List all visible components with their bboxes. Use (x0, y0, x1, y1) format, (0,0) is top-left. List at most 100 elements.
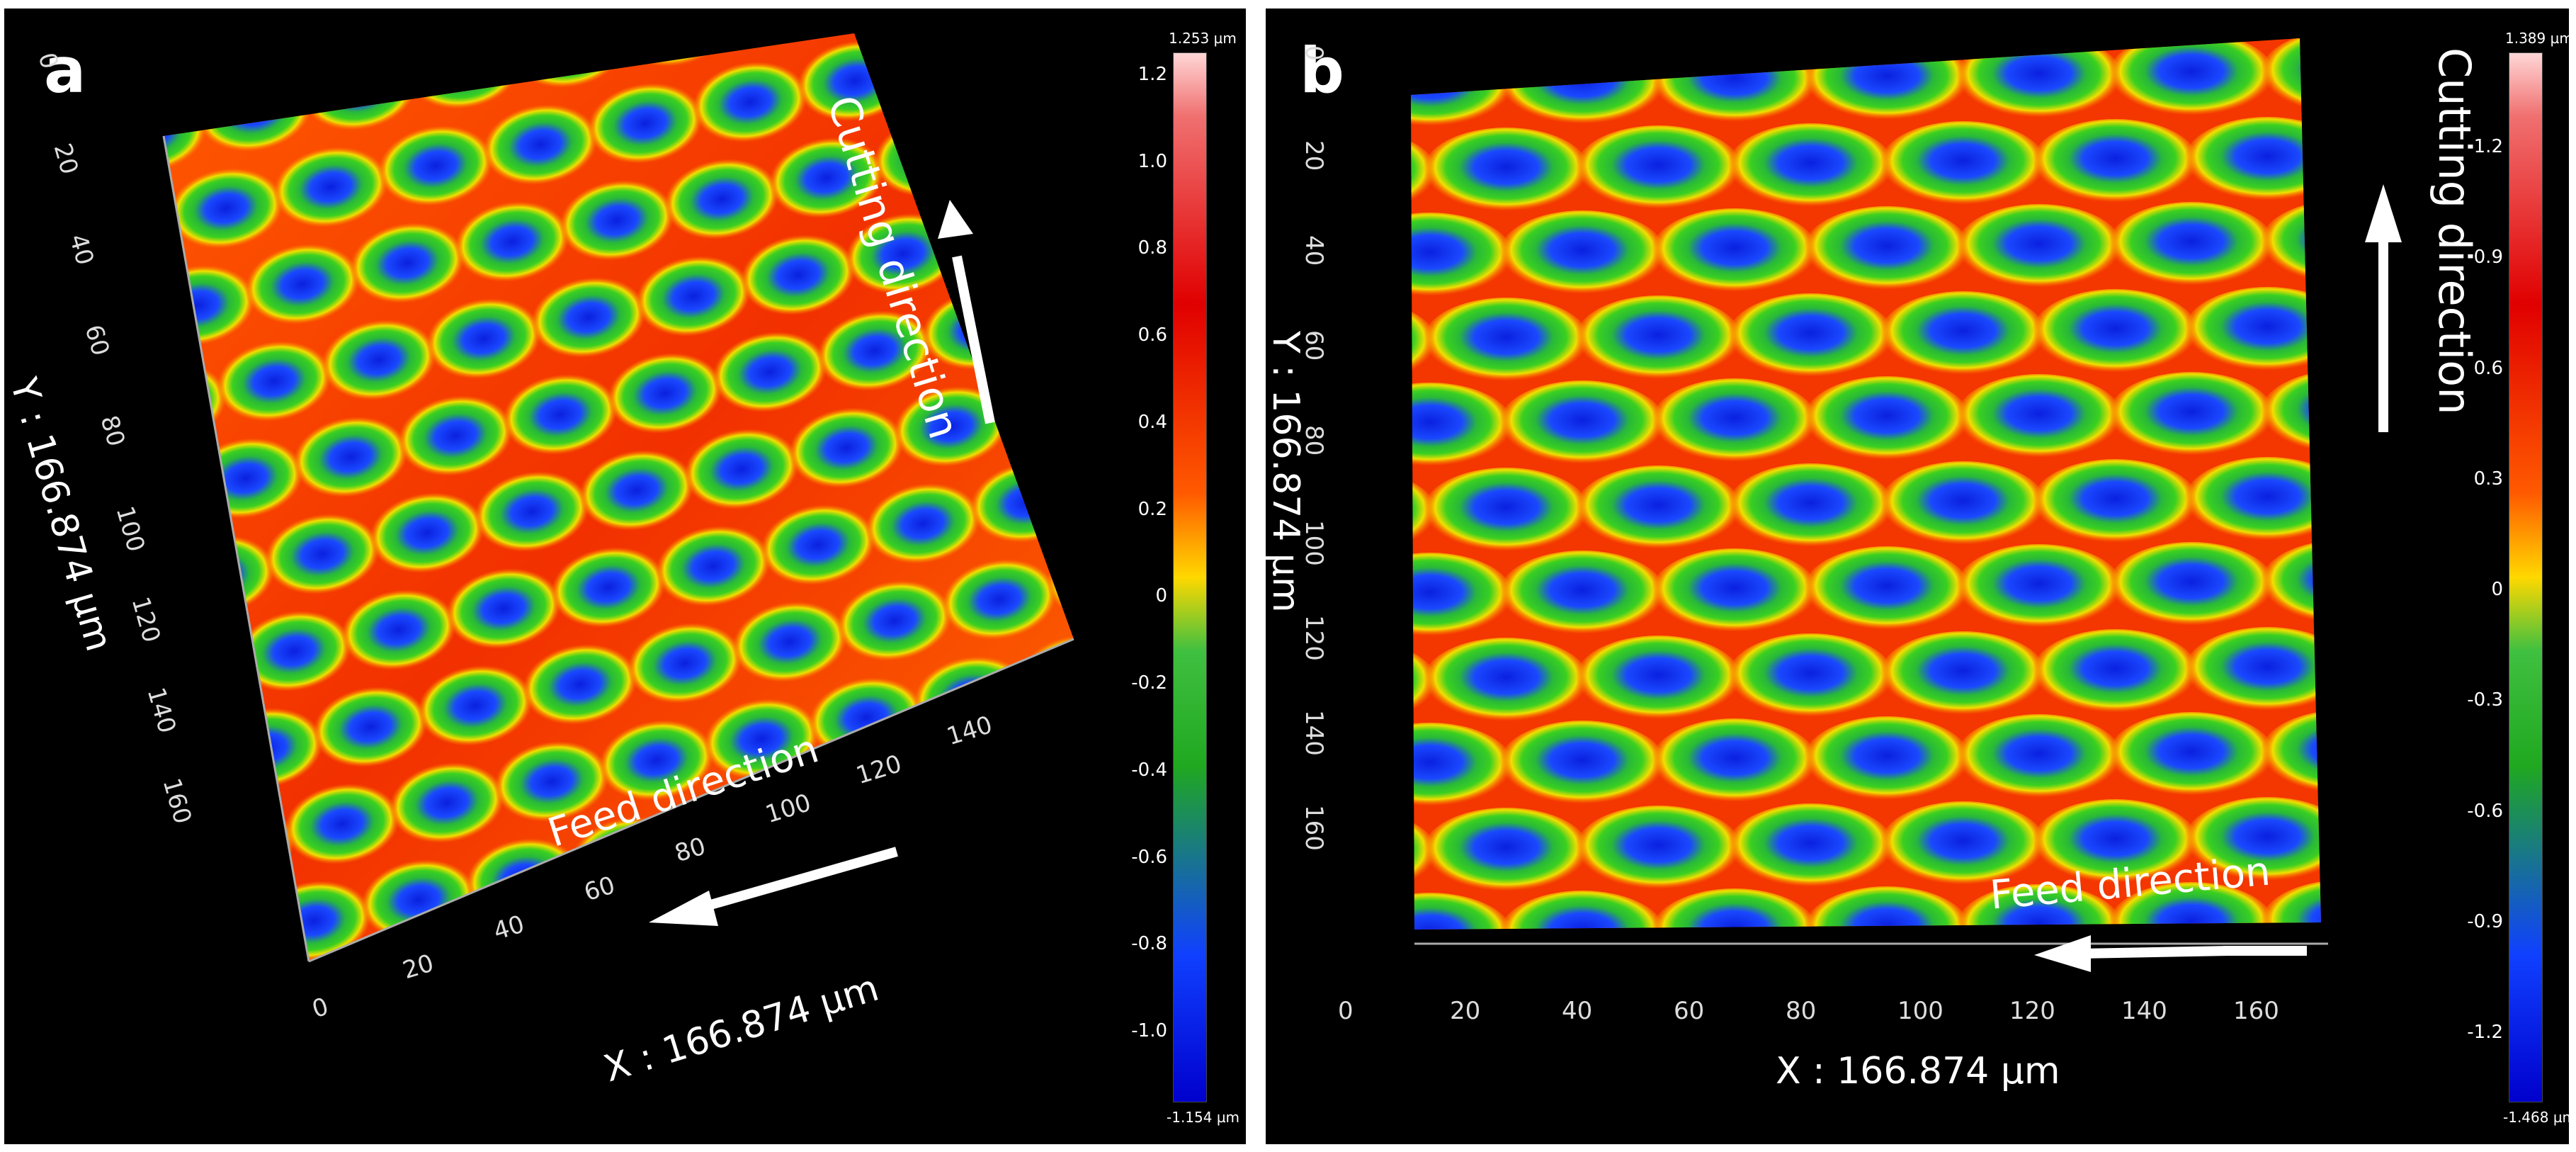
pit (559, 180, 675, 261)
pit (2184, 627, 2321, 715)
pit (664, 159, 780, 239)
colorbar-tick-label: 1.0 (1137, 150, 1167, 172)
colorbar-tick-label: 0.6 (2473, 357, 2503, 379)
pit (2184, 117, 2321, 205)
colorbar-tick-label: 1.2 (1137, 64, 1167, 85)
pit (768, 137, 885, 218)
pit (788, 407, 904, 488)
pit (1956, 714, 2123, 802)
pit (1411, 723, 1514, 811)
pit (1411, 810, 1438, 898)
colorbar-tick-label: 0.9 (2473, 247, 2503, 269)
x-tick-label: 40 (1562, 997, 1593, 1025)
pit (2184, 287, 2321, 375)
pit (1411, 43, 1514, 130)
colorbar-max-b: 1.389 µm (2505, 30, 2569, 47)
pit (429, 9, 557, 21)
pit (1651, 888, 1818, 930)
pit (164, 33, 236, 76)
pit (417, 665, 533, 746)
x-axis-title-b: X : 166.874 µm (1776, 1050, 2060, 1092)
pit (312, 687, 429, 767)
pit (21, 645, 149, 743)
pit (1803, 886, 1970, 930)
pit (1879, 291, 2047, 379)
pit (1574, 806, 1742, 893)
pit (474, 471, 590, 552)
pit (1411, 38, 1438, 47)
pit (530, 277, 647, 358)
pit (2489, 9, 2570, 30)
pit (1651, 378, 1818, 466)
pit (598, 720, 715, 801)
pit (817, 310, 933, 391)
pit (4, 29, 32, 128)
colorbar-tick-label: -0.3 (2467, 689, 2503, 711)
pit (627, 623, 743, 704)
feed-arrow-head-b (2034, 935, 2091, 972)
pit (2031, 459, 2199, 547)
pit (446, 568, 562, 649)
pit (692, 62, 808, 142)
pit (502, 374, 618, 455)
pit (397, 395, 514, 476)
pit (941, 559, 1057, 640)
colorbar-tick-label: 0.4 (1137, 411, 1167, 433)
pit (1574, 295, 1742, 383)
pit (2108, 38, 2275, 120)
pit (989, 732, 1074, 813)
pit (293, 417, 409, 497)
colorbar-min-b: -1.468 µm (2503, 1109, 2569, 1126)
pit (1422, 808, 1590, 896)
pit (426, 298, 542, 379)
pit (2412, 708, 2569, 796)
colorbar-tick-label: -0.6 (2467, 800, 2503, 822)
pit (117, 990, 245, 1089)
pit (550, 547, 666, 628)
colorbar-tick-label: 0.6 (1137, 324, 1167, 346)
pit (542, 914, 658, 961)
pit (2108, 542, 2275, 630)
pit (2260, 38, 2321, 118)
colorbar-a (1173, 52, 1207, 1102)
pit (273, 147, 389, 227)
cutting-arrow-shaft-a (952, 255, 995, 424)
y-tick-label: 140 (1300, 710, 1328, 756)
pit (655, 526, 771, 606)
pit (1574, 465, 1742, 553)
x-tick-label: 140 (2121, 997, 2167, 1025)
pit (998, 365, 1074, 446)
colorbar-tick-label: -0.9 (2467, 910, 2503, 932)
pit (1803, 206, 1970, 294)
pit (1879, 461, 2047, 549)
pit (1499, 891, 1666, 930)
pit (454, 201, 570, 282)
pit (1411, 383, 1514, 470)
pit (1803, 376, 1970, 464)
pit (740, 235, 856, 315)
pit (482, 104, 598, 185)
cutting-arrow-head-a (938, 200, 973, 239)
panel-label-b: b (1300, 34, 1344, 107)
pit (635, 256, 751, 337)
pit (760, 504, 876, 585)
colorbar-tick-label: -0.2 (1131, 672, 1167, 694)
pit (893, 386, 1009, 467)
y-tick-label: 20 (1300, 140, 1328, 171)
colorbar-tick-label: 0 (1155, 585, 1167, 607)
pit (2260, 710, 2321, 798)
pit (1727, 803, 1895, 891)
pit (1727, 633, 1895, 721)
feed-arrow-head-a (649, 891, 718, 926)
pit (978, 95, 1074, 176)
colorbar-tick-label: -1.2 (2467, 1022, 2503, 1043)
pit (1422, 638, 1590, 725)
surface-plot-a (4, 9, 1074, 1089)
pit (865, 483, 981, 564)
panel-b: b Cutting direction Feed direction 0 20 40… (1266, 9, 2569, 1144)
pit (2184, 797, 2321, 885)
pit (1411, 893, 1514, 930)
pit (2031, 289, 2199, 377)
pit (349, 222, 465, 303)
pit (1422, 38, 1590, 45)
